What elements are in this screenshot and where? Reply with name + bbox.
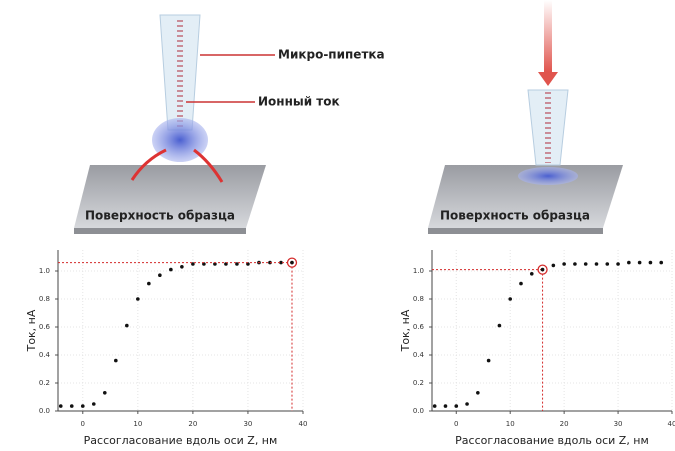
- left-illustration: Микро-пипетка Ионный ток Поверхность обр…: [74, 15, 385, 234]
- pipette-label: Микро-пипетка: [278, 48, 385, 62]
- point: [169, 268, 173, 272]
- x-tick-label: 10: [133, 420, 142, 428]
- x-tick-label: 40: [299, 420, 308, 428]
- point: [103, 391, 107, 395]
- point: [70, 404, 74, 408]
- point: [114, 359, 118, 363]
- point: [616, 262, 620, 266]
- point: [125, 324, 129, 328]
- point: [180, 265, 184, 269]
- point: [136, 297, 140, 301]
- y-tick-label: 0.0: [413, 407, 424, 415]
- point: [530, 272, 534, 276]
- y-tick-label: 0.4: [413, 351, 425, 359]
- figure: Микро-пипетка Ионный ток Поверхность обр…: [0, 0, 675, 451]
- x-tick-label: 30: [243, 420, 252, 428]
- point: [81, 404, 85, 408]
- x-axis-label: Рассогласование вдоль оси Z, нм: [455, 434, 649, 447]
- x-tick-label: 40: [668, 420, 675, 428]
- x-axis-label: Рассогласование вдоль оси Z, нм: [84, 434, 278, 447]
- y-tick-label: 0.2: [413, 379, 424, 387]
- point: [433, 404, 437, 408]
- point: [605, 262, 609, 266]
- point: [659, 261, 663, 265]
- point: [465, 402, 469, 406]
- y-tick-label: 0.6: [413, 323, 425, 331]
- x-tick-label: 10: [506, 420, 515, 428]
- point: [487, 359, 491, 363]
- point: [92, 402, 96, 406]
- point: [552, 264, 556, 268]
- point: [498, 324, 502, 328]
- y-tick-label: 0.2: [39, 379, 50, 387]
- right-illustration: Поверхность образца: [428, 0, 623, 234]
- x-tick-label: 20: [188, 420, 197, 428]
- y-tick-label: 1.0: [413, 267, 424, 275]
- point: [541, 268, 545, 272]
- point: [508, 297, 512, 301]
- point: [584, 262, 588, 266]
- y-tick-label: 0.6: [39, 323, 51, 331]
- point: [595, 262, 599, 266]
- point: [290, 261, 294, 265]
- point: [638, 261, 642, 265]
- point: [59, 404, 63, 408]
- x-tick-label: 20: [560, 420, 569, 428]
- y-tick-label: 1.0: [39, 267, 50, 275]
- x-tick-label: 30: [614, 420, 623, 428]
- surface-label: Поверхность образца: [85, 209, 235, 223]
- point: [158, 273, 162, 277]
- point: [573, 262, 577, 266]
- point: [519, 282, 523, 286]
- y-tick-label: 0.4: [39, 351, 51, 359]
- point: [627, 261, 631, 265]
- y-axis-label: Ток, нА: [25, 309, 38, 352]
- x-tick-label: 0: [454, 420, 458, 428]
- point: [649, 261, 653, 265]
- point: [454, 404, 458, 408]
- point: [147, 282, 151, 286]
- surface-label: Поверхность образца: [440, 209, 590, 223]
- point: [476, 391, 480, 395]
- y-tick-label: 0.8: [413, 295, 424, 303]
- y-tick-label: 0.0: [39, 407, 50, 415]
- ion-label: Ионный ток: [258, 95, 340, 109]
- point: [562, 262, 566, 266]
- y-axis-label: Ток, нА: [399, 309, 412, 352]
- x-tick-label: 0: [81, 420, 85, 428]
- y-tick-label: 0.8: [39, 295, 50, 303]
- point: [444, 404, 448, 408]
